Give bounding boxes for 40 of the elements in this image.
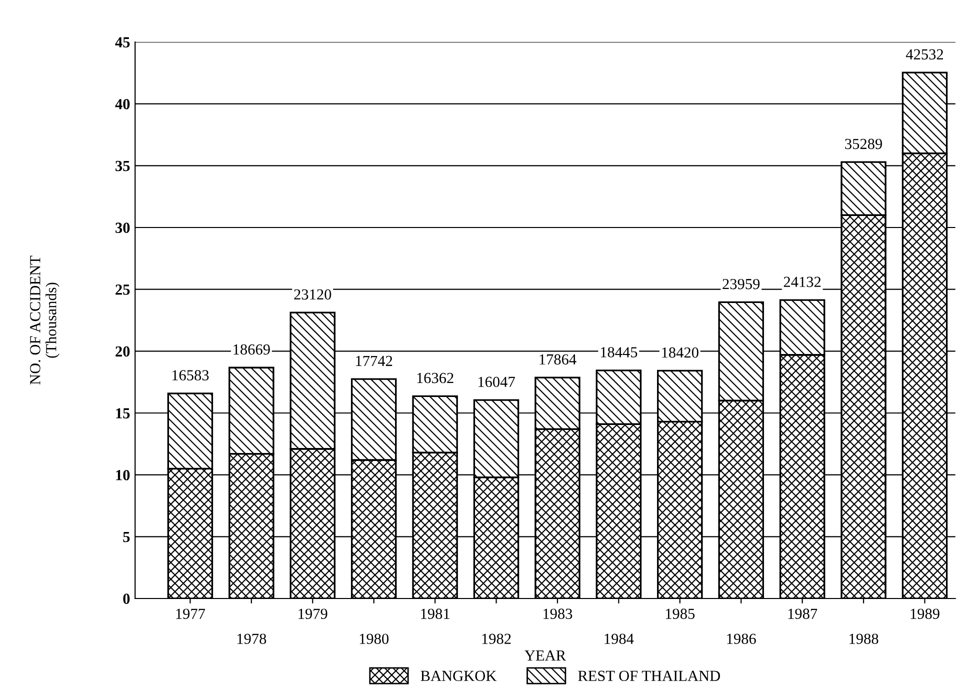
x-tick-label: 1981: [421, 608, 450, 619]
total-label: 18669: [234, 344, 270, 355]
x-tick-label: 1989: [910, 608, 940, 619]
y-tick-label: 30: [116, 222, 130, 233]
total-label: 17864: [540, 354, 576, 365]
total-label: 23959: [722, 278, 760, 290]
x-tick-label: 1984: [604, 634, 634, 644]
y-tick-label: 10: [116, 470, 130, 480]
total-label: 23120: [294, 289, 332, 300]
total-label: 24132: [784, 276, 821, 288]
y-tick-label: 25: [116, 284, 130, 295]
y-tick-label: 20: [116, 346, 130, 357]
x-tick-label: 1979: [298, 608, 328, 619]
y-tick-label: 5: [123, 532, 130, 542]
x-tick-label: 1983: [544, 608, 572, 619]
total-label: 16047: [478, 376, 515, 388]
total-label: 18445: [600, 347, 638, 358]
y-tick-label: 35: [116, 160, 130, 172]
total-label: 17742: [356, 356, 392, 366]
total-label: 35289: [845, 138, 882, 150]
x-tick-label: 1985: [666, 608, 695, 619]
total-label: 18420: [662, 347, 698, 358]
y-tick-label: 45: [115, 37, 130, 48]
total-label: 16362: [417, 372, 454, 384]
x-tick-label: 1978: [237, 634, 266, 644]
legend-label: BANGKOK: [420, 670, 497, 682]
total-label: 16583: [172, 370, 209, 380]
y-tick-label: 15: [116, 408, 130, 418]
y-axis-title: NO. OF ACCIDENT (Thousands): [30, 256, 60, 385]
y-tick-label: 0: [123, 594, 130, 604]
y-tick-label: 40: [115, 98, 130, 110]
x-tick-label: 1977: [176, 608, 206, 619]
x-tick-label: 1988: [850, 634, 878, 644]
x-tick-label: 1980: [360, 634, 389, 644]
total-label: 42532: [906, 49, 943, 60]
x-tick-label: 1986: [727, 634, 756, 644]
x-tick-label: 1982: [482, 634, 511, 644]
x-axis-title: YEAR: [524, 650, 566, 660]
legend-label: REST OF THAILAND: [578, 670, 720, 682]
x-tick-label: 1987: [788, 608, 818, 619]
